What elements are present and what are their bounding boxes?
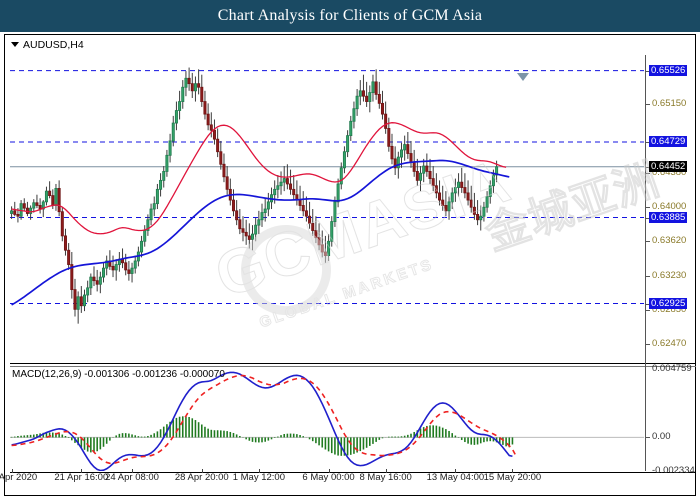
price-axis-tick [646,310,650,312]
price-axis-tick [646,276,650,278]
price-axis-tick [646,141,650,143]
time-axis-label: 21 Apr 16:00 [54,472,109,483]
price-axis-tick [646,104,650,106]
time-axis-label: 1 May 12:00 [232,472,285,483]
panel-separator-secondary [10,366,696,367]
panel-bottom-border [10,472,696,473]
price-axis-label: 0.62470 [652,338,687,350]
macd-axis-label: 0.00 [652,431,671,443]
time-axis-label: 24 Apr 08:00 [105,472,159,483]
price-axis-label: 0.64380 [652,167,687,179]
time-axis-label: 28 Apr 20:00 [174,472,229,483]
time-axis-tick [258,469,260,473]
time-axis-tick [132,469,134,473]
time-axis-label: 8 May 16:00 [359,472,412,483]
price-axis-label: 0.64729 [649,135,688,147]
symbol-label[interactable]: AUDUSD,H4 [11,39,84,51]
price-chart-plot[interactable] [10,55,644,355]
price-axis[interactable]: 0.65526 0.65150 0.64729 0.64452 0.64380 0.640… [645,55,696,476]
price-axis-tick [646,303,650,305]
price-axis-label: 0.63885 [649,211,688,223]
time-axis-tick [81,469,83,473]
price-axis-label: 0.62925 [649,297,688,309]
time-axis-label: 6 May 00:00 [302,472,355,483]
price-axis-tick [646,344,650,346]
price-axis-label: 0.65150 [652,98,687,110]
price-axis-label: 0.62850 [652,304,687,316]
price-axis-label: 0.64000 [652,201,687,213]
time-axis-tick [455,469,457,473]
price-axis-label: 0.63620 [652,235,687,247]
panel-separator [10,363,696,364]
price-axis-tick [646,70,650,72]
time-axis-tick [512,469,514,473]
triangle-down-marker-icon [517,73,529,81]
time-axis-tick [11,469,13,473]
time-axis-label: 17 Apr 2020 [0,472,38,483]
page-title: Chart Analysis for Clients of GCM Asia [217,7,483,24]
price-axis-label: 0.63230 [652,270,687,282]
chart-frame: GCMASIA GLOBAL MARKETS 金城亚洲 AUDUSD,H4 MA… [4,34,696,496]
price-axis-tick [646,207,650,209]
macd-axis-label: -0.002334 [652,465,695,476]
price-axis-tick [646,241,650,243]
macd-axis-tick [646,437,650,439]
price-axis-tick [646,173,650,175]
triangle-down-icon[interactable] [11,41,19,47]
time-axis-tick [328,469,330,473]
price-axis-label: 0.65526 [649,64,688,76]
time-axis-label: 13 May 04:00 [426,472,485,483]
time-axis-tick [201,469,203,473]
price-axis-tick [646,166,650,168]
macd-indicator-plot[interactable] [10,369,644,471]
macd-label: MACD(12,26,9) -0.001306 -0.001236 -0.000… [12,369,225,380]
symbol-text: AUDUSD,H4 [23,39,84,51]
macd-axis-label: 0.004759 [652,363,692,374]
price-axis-label: 0.64452 [649,160,688,172]
title-bar: Chart Analysis for Clients of GCM Asia [0,0,700,32]
price-axis-tick [646,217,650,219]
time-axis-label: 15 May 20:00 [483,472,542,483]
time-axis-tick [385,469,387,473]
